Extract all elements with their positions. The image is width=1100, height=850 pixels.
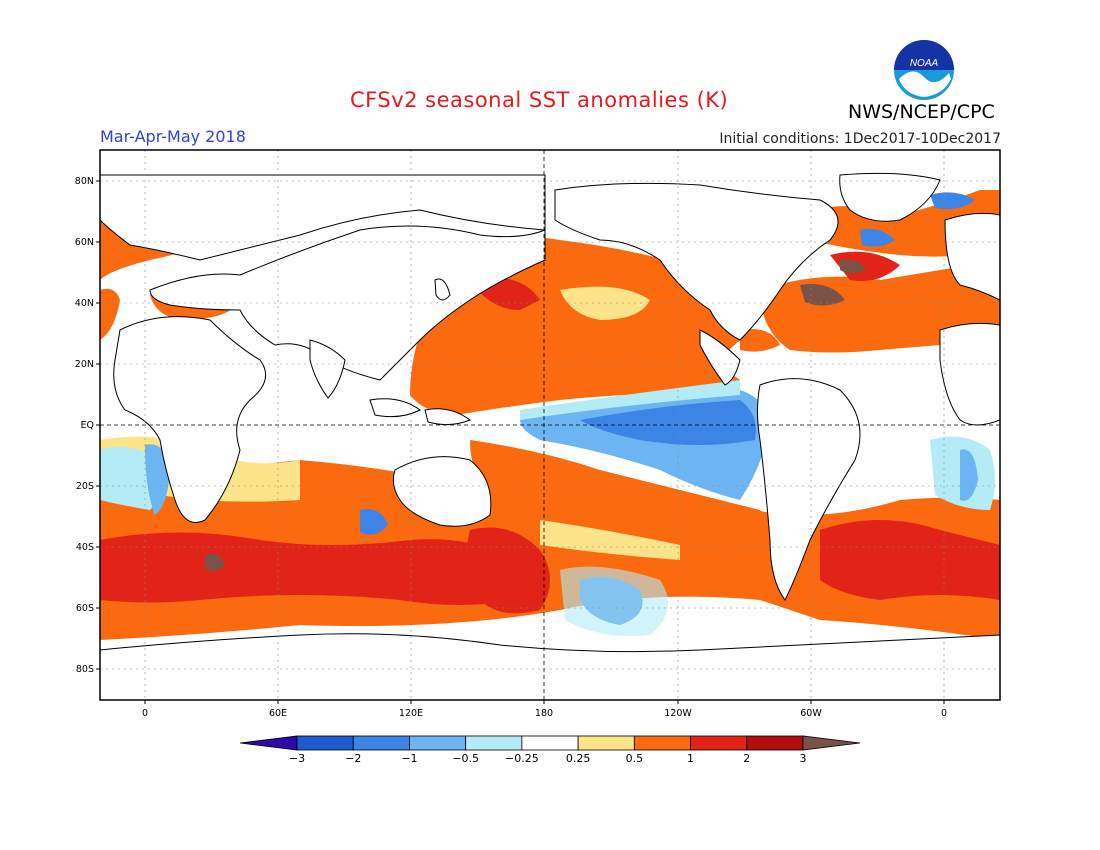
colorbar-segment <box>802 735 861 751</box>
colorbar-label: 0.25 <box>566 752 591 765</box>
colorbar-segment <box>746 735 804 751</box>
lat-label: EQ <box>81 420 94 431</box>
colorbar-label: 0.5 <box>626 752 644 765</box>
initial-conditions: Initial conditions: 1Dec2017-10Dec2017 <box>719 131 1001 147</box>
colorbar-segment <box>465 735 523 751</box>
lat-label: 80N <box>75 176 94 187</box>
organization-label: NWS/NCEP/CPC <box>848 101 995 123</box>
lat-label: 20N <box>75 359 94 370</box>
lon-label: 60W <box>800 708 822 719</box>
colorbar-segment <box>239 735 298 751</box>
colorbar-label: −2 <box>345 752 361 765</box>
gridlines <box>100 150 1000 700</box>
logo-text: NOAA <box>910 58 939 69</box>
colorbar-segment <box>577 735 635 751</box>
lon-label: 180 <box>535 708 553 719</box>
lon-label: 0 <box>142 708 148 719</box>
colorbar-label: −0.5 <box>452 752 479 765</box>
lon-label: 0 <box>941 708 947 719</box>
colorbar-segment <box>690 735 748 751</box>
lat-label: 60N <box>75 237 94 248</box>
colorbar-label: 3 <box>800 752 807 765</box>
lat-label: 60S <box>76 603 94 614</box>
noaa-logo: NOAA <box>894 40 954 100</box>
lon-label: 120E <box>399 708 423 719</box>
forecast-period: Mar-Apr-May 2018 <box>100 127 246 146</box>
colorbar-segment <box>521 735 579 751</box>
colorbar-segment <box>409 735 467 751</box>
colorbar-segment <box>633 735 691 751</box>
anomaly-field <box>100 178 1000 640</box>
lat-label: 40S <box>76 542 94 553</box>
colorbar-segment <box>296 735 354 751</box>
lat-label: 40N <box>75 298 94 309</box>
lon-axis: 0 60E 120E 180 120W 60W 0 <box>142 708 947 719</box>
lat-axis: 80N 60N 40N 20N EQ 20S 40S 60S 80S <box>75 176 94 675</box>
colorbar-label: −0.25 <box>505 752 539 765</box>
lat-label: 80S <box>76 664 94 675</box>
chart-title: CFSv2 seasonal SST anomalies (K) <box>350 88 729 112</box>
colorbar-label: −1 <box>401 752 417 765</box>
colorbar-label: 2 <box>743 752 750 765</box>
colorbar-label: −3 <box>289 752 305 765</box>
colorbar-segment <box>352 735 410 751</box>
colorbar: −3 −2 −1 −0.5 −0.25 0.25 0.5 1 2 3 <box>239 735 861 765</box>
lon-label: 120W <box>664 708 692 719</box>
lat-label: 20S <box>76 481 94 492</box>
colorbar-label: 1 <box>687 752 694 765</box>
lon-label: 60E <box>269 708 287 719</box>
axis-ticks <box>96 180 945 704</box>
